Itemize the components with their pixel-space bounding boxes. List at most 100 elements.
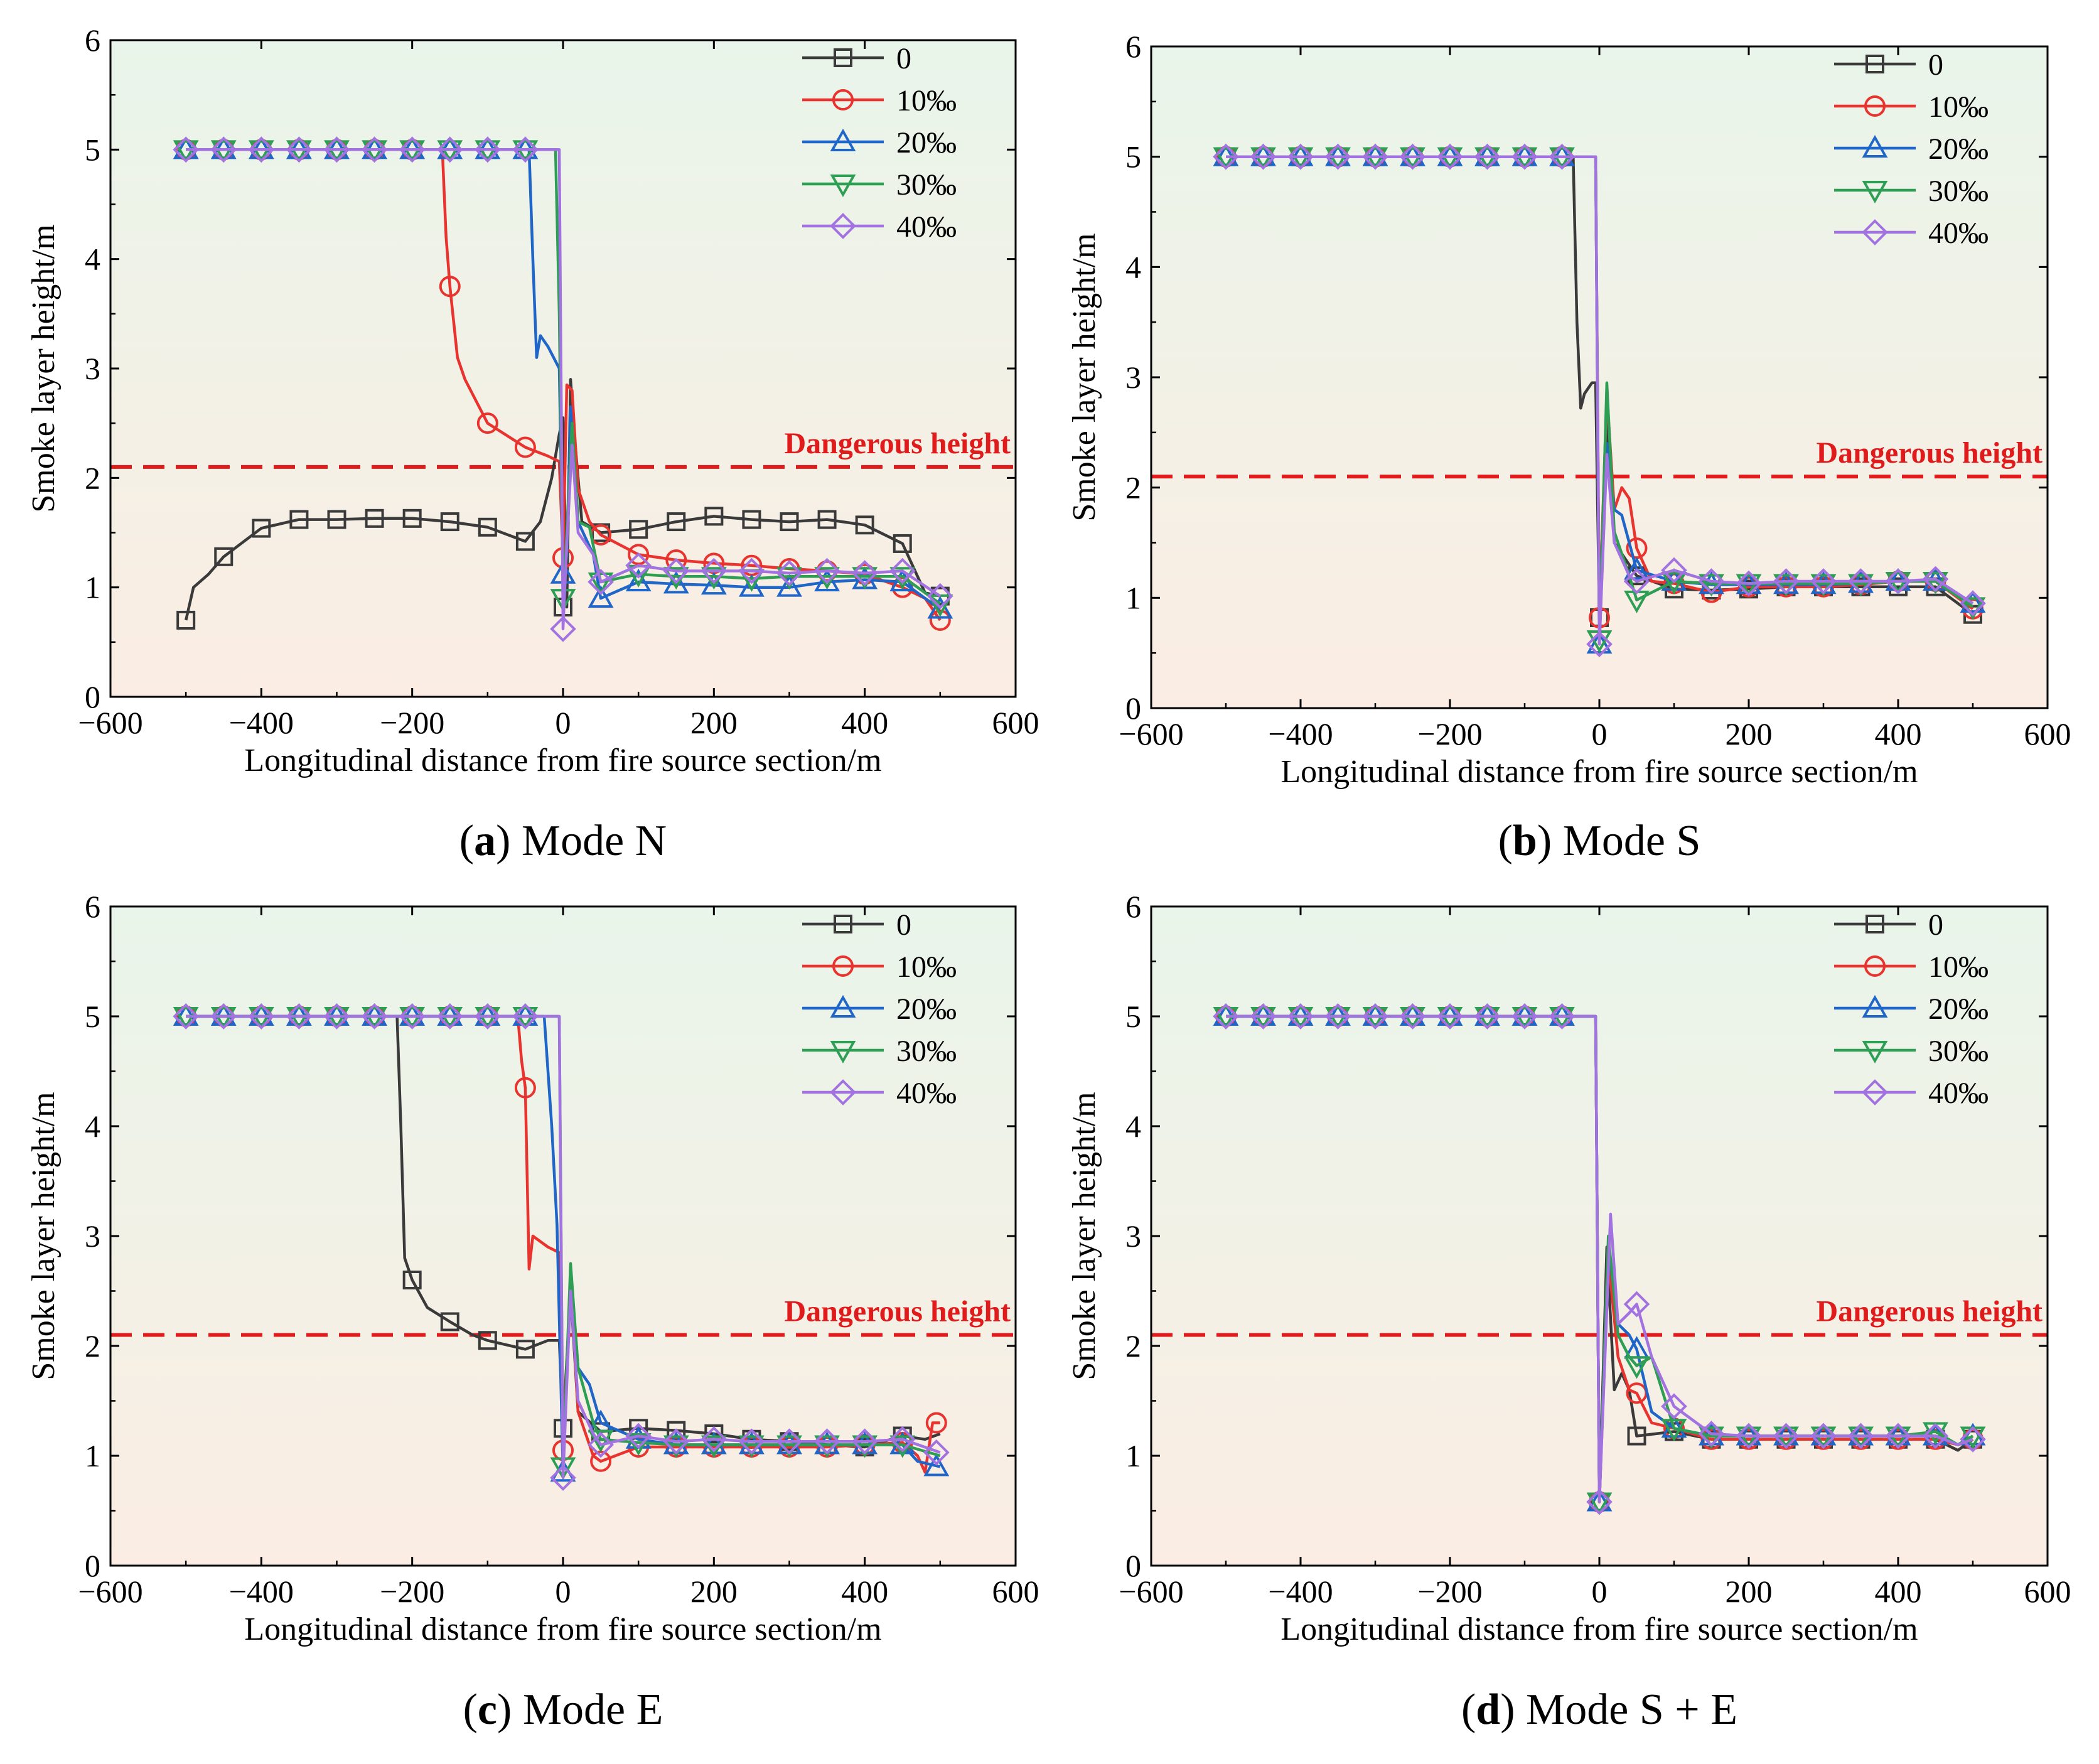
series-group bbox=[173, 1003, 950, 1491]
legend-marker bbox=[834, 48, 852, 67]
legend-marker bbox=[1862, 219, 1888, 245]
data-point bbox=[889, 557, 916, 584]
x-tick-label: −400 bbox=[1268, 1574, 1333, 1609]
y-tick-label: 2 bbox=[85, 460, 100, 495]
data-point bbox=[851, 560, 878, 586]
legend-marker bbox=[830, 128, 856, 151]
dangerous-height-label: Dangerous height bbox=[1817, 436, 2043, 470]
data-point bbox=[588, 585, 614, 608]
y-tick-label: 3 bbox=[1125, 1218, 1141, 1254]
data-point bbox=[1623, 568, 1650, 594]
data-point bbox=[1213, 1003, 1239, 1030]
data-point bbox=[476, 412, 498, 434]
data-point bbox=[1362, 1003, 1388, 1030]
x-tick-label: −600 bbox=[1119, 716, 1183, 751]
data-point bbox=[289, 510, 309, 529]
x-tick-label: 400 bbox=[1875, 1574, 1922, 1609]
data-point bbox=[663, 1428, 690, 1455]
y-tick-label: 4 bbox=[1125, 1109, 1141, 1144]
data-point bbox=[248, 1003, 275, 1030]
series-line-4 bbox=[1226, 155, 1974, 646]
data-point bbox=[1773, 574, 1799, 597]
legend-marker bbox=[834, 915, 852, 933]
legend-label: 30‰ bbox=[1928, 1035, 1989, 1068]
chart-panel-d: Dangerous height −600 −400 −200 0 200 400 600 0 1… bbox=[1066, 889, 2071, 1734]
data-point bbox=[327, 510, 346, 529]
data-point bbox=[776, 1428, 803, 1455]
y-tick-label: 5 bbox=[1125, 999, 1141, 1034]
data-point bbox=[1623, 1291, 1650, 1318]
data-point bbox=[550, 616, 576, 642]
x-tick-label: 200 bbox=[690, 1574, 738, 1609]
x-tick-label: 600 bbox=[992, 1574, 1039, 1609]
series-group bbox=[173, 136, 953, 642]
data-point bbox=[515, 532, 535, 551]
y-tick-label: 2 bbox=[85, 1328, 100, 1363]
data-point bbox=[361, 1003, 388, 1030]
x-tick-label: 200 bbox=[1726, 1574, 1773, 1609]
y-tick-label: 1 bbox=[85, 570, 100, 605]
series-line-4 bbox=[186, 1014, 941, 1480]
data-point bbox=[663, 571, 689, 594]
data-point bbox=[1362, 143, 1388, 170]
data-point bbox=[402, 1271, 422, 1289]
data-point bbox=[629, 520, 648, 539]
data-point bbox=[625, 1433, 652, 1456]
data-point bbox=[1810, 1422, 1837, 1449]
legend-label: 40‰ bbox=[896, 210, 957, 244]
data-point bbox=[1922, 1422, 1949, 1449]
legend: 0 10‰ 20‰ 30‰ 40‰ bbox=[802, 908, 957, 1110]
panel-caption: (c) Mode E bbox=[463, 1686, 663, 1734]
data-point bbox=[1960, 1426, 1986, 1453]
data-point bbox=[1287, 1003, 1314, 1030]
data-point bbox=[1324, 143, 1351, 170]
legend-marker bbox=[1864, 955, 1886, 977]
y-tick-label: 2 bbox=[1125, 470, 1141, 505]
chart-panel-a: Dangerous height −600 −400 −200 0 200 400 600 0 1… bbox=[26, 23, 1039, 865]
data-point bbox=[515, 1340, 535, 1359]
legend-label: 40‰ bbox=[1928, 1077, 1989, 1110]
data-point bbox=[1699, 1426, 1724, 1449]
x-tick-label: −200 bbox=[380, 1574, 444, 1609]
data-point bbox=[252, 519, 271, 538]
data-point bbox=[1399, 143, 1426, 170]
series-line-4 bbox=[186, 148, 942, 631]
data-point bbox=[439, 276, 461, 298]
legend: 0 10‰ 20‰ 30‰ 40‰ bbox=[1834, 908, 1989, 1110]
data-point bbox=[738, 557, 765, 584]
y-tick-label: 2 bbox=[1125, 1328, 1141, 1363]
y-tick-label: 6 bbox=[85, 889, 100, 924]
data-point bbox=[475, 1003, 501, 1030]
x-tick-label: 0 bbox=[1592, 1574, 1608, 1609]
data-point bbox=[704, 507, 724, 526]
data-point bbox=[1810, 568, 1837, 594]
x-tick-label: −400 bbox=[229, 1574, 294, 1609]
data-point bbox=[514, 436, 536, 458]
data-point bbox=[1511, 143, 1538, 170]
dangerous-height-label: Dangerous height bbox=[1817, 1295, 2043, 1328]
data-point bbox=[1437, 1003, 1463, 1030]
y-tick-label: 0 bbox=[1125, 691, 1141, 726]
data-point bbox=[927, 583, 953, 610]
x-tick-label: 600 bbox=[992, 705, 1039, 740]
data-point bbox=[923, 1439, 950, 1466]
data-point bbox=[173, 1003, 199, 1030]
panel-title: Mode N bbox=[522, 817, 667, 865]
dangerous-height-label: Dangerous height bbox=[785, 1295, 1011, 1328]
legend-marker bbox=[1862, 181, 1888, 204]
x-axis-title: Longitudinal distance from fire source s… bbox=[244, 743, 881, 778]
data-point bbox=[625, 552, 652, 579]
data-point bbox=[1586, 1488, 1613, 1515]
data-point bbox=[780, 512, 799, 532]
data-point bbox=[701, 557, 727, 584]
data-point bbox=[478, 517, 497, 537]
data-point bbox=[1437, 143, 1463, 170]
y-axis-title: Smoke layer height/m bbox=[26, 224, 62, 512]
y-axis-title: Smoke layer height/m bbox=[1066, 233, 1102, 521]
x-tick-label: 400 bbox=[841, 705, 888, 740]
data-point bbox=[402, 508, 422, 528]
legend-marker bbox=[830, 994, 856, 1018]
data-point bbox=[1773, 568, 1800, 594]
data-point bbox=[1661, 1393, 1687, 1420]
x-tick-label: −400 bbox=[1268, 716, 1333, 751]
